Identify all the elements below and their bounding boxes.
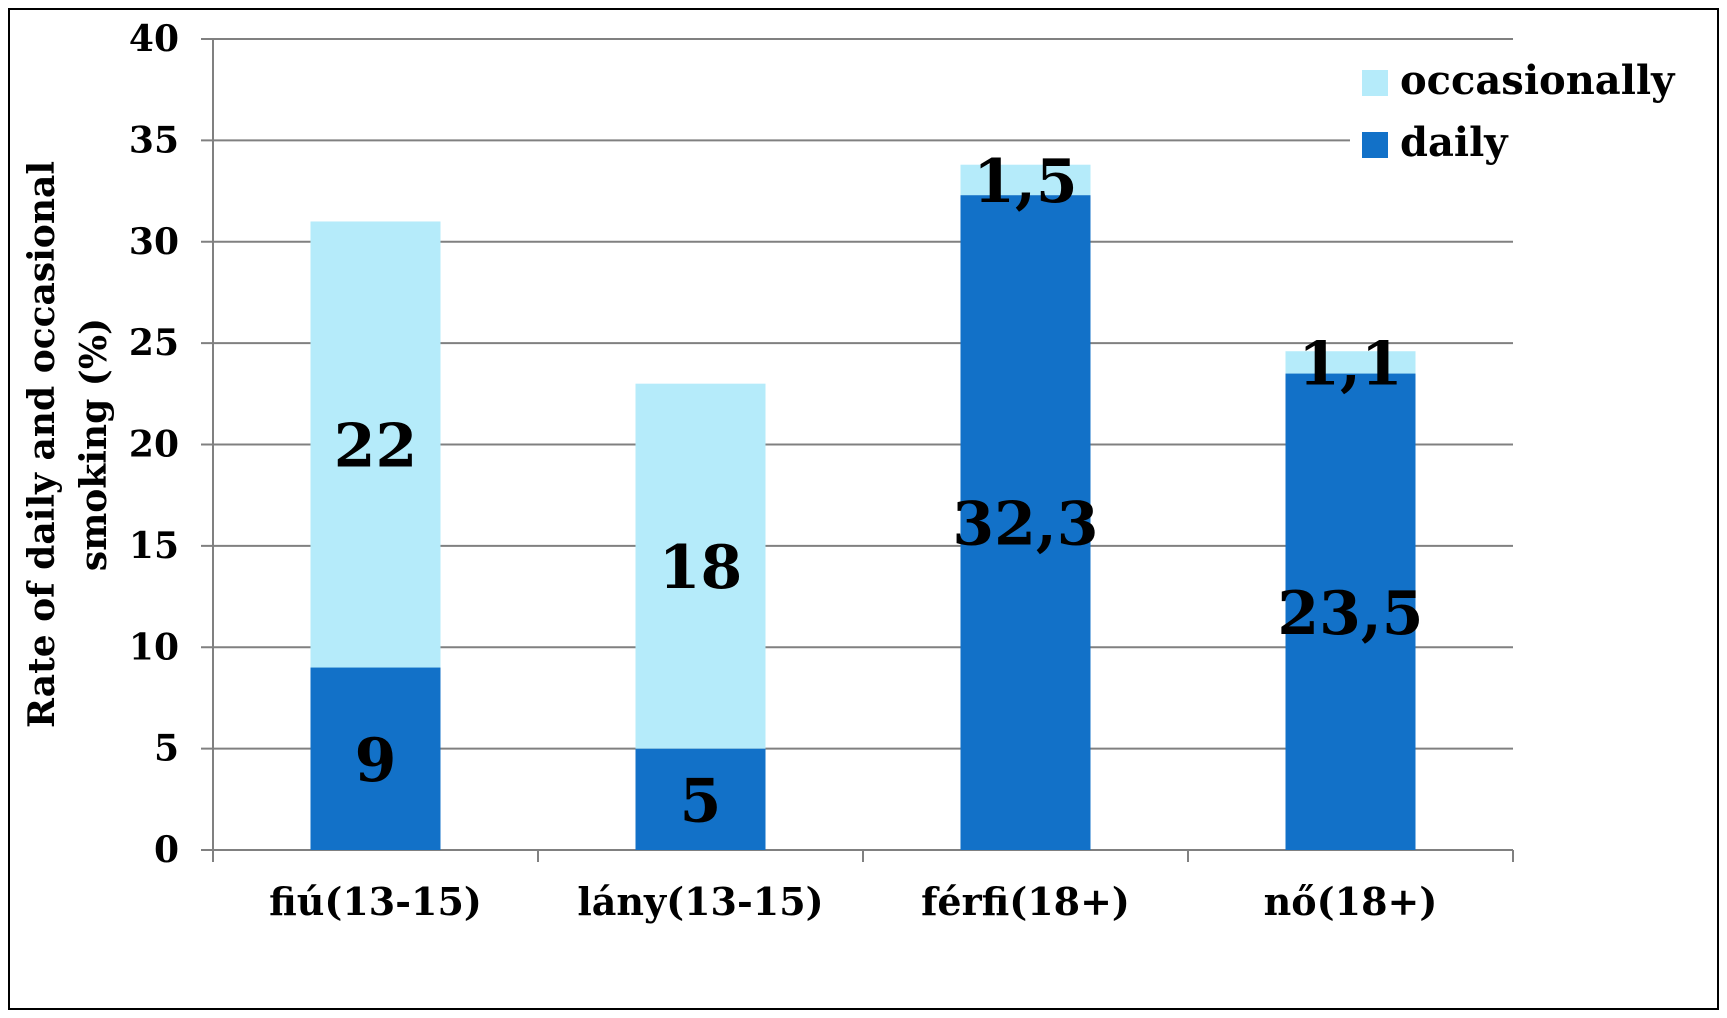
data-label-daily-2: 32,3 — [952, 490, 1098, 560]
bar-daily-0 — [310, 667, 441, 850]
bar-daily-1 — [635, 748, 766, 850]
axes: 0 5 10 15 20 25 30 35 40 fiú(13-15) lány(13-15) fér… — [129, 18, 1514, 924]
legend-background — [1350, 56, 1710, 196]
y-tick-label: 20 — [129, 424, 179, 466]
y-tick-label: 0 — [154, 829, 179, 871]
y-axis-title-line: smoking (%) — [73, 318, 115, 571]
bar-occasionally-0 — [310, 221, 441, 668]
data-label-daily-1: 5 — [680, 766, 722, 836]
x-category-label: nő(18+) — [1264, 879, 1438, 924]
data-label-daily-3: 23,5 — [1277, 579, 1423, 649]
x-category-label: fiú(13-15) — [269, 879, 482, 924]
bar-occasionally-1 — [635, 383, 766, 749]
y-axis-title-line: Rate of daily and occasional — [21, 161, 63, 728]
legend: occasionally daily — [1350, 56, 1710, 196]
legend-label-occasionally: occasionally — [1400, 57, 1676, 104]
x-category-label: lány(13-15) — [577, 879, 823, 924]
data-labels: 9 22 5 18 32,3 1,5 23,5 1,1 — [334, 147, 1424, 836]
data-label-occasionally-3: 1,1 — [1298, 329, 1402, 399]
y-tick-label: 10 — [129, 626, 179, 668]
y-tick-label: 35 — [129, 119, 179, 161]
legend-label-daily: daily — [1400, 119, 1509, 166]
data-label-daily-0: 9 — [355, 726, 397, 796]
data-label-occasionally-2: 1,5 — [973, 147, 1077, 217]
bar-daily-3 — [1285, 373, 1416, 850]
bars — [310, 164, 1416, 850]
y-tick-label: 30 — [129, 221, 179, 263]
data-label-occasionally-0: 22 — [334, 412, 418, 482]
y-tick-label: 25 — [129, 322, 179, 364]
legend-swatch-daily — [1362, 132, 1388, 158]
bar-daily-2 — [960, 195, 1091, 850]
x-category-label: férfi(18+) — [921, 879, 1130, 924]
y-tick-label: 15 — [129, 525, 179, 567]
y-tick-label: 40 — [129, 18, 179, 60]
bar-occasionally-2 — [960, 164, 1091, 196]
chart-frame: 0 5 10 15 20 25 30 35 40 fiú(13-15) lány(13-15) fér… — [8, 8, 1719, 1010]
stacked-bar-chart: 0 5 10 15 20 25 30 35 40 fiú(13-15) lány(13-15) fér… — [21, 18, 1710, 924]
legend-swatch-occasionally — [1362, 70, 1388, 96]
data-label-occasionally-1: 18 — [659, 533, 743, 603]
bar-occasionally-3 — [1285, 351, 1416, 374]
y-axis-title-group: Rate of daily and occasional smoking (%) — [21, 161, 115, 728]
y-tick-label: 5 — [154, 728, 179, 770]
y-axis-title: Rate of daily and occasional smoking (%) — [21, 161, 115, 728]
